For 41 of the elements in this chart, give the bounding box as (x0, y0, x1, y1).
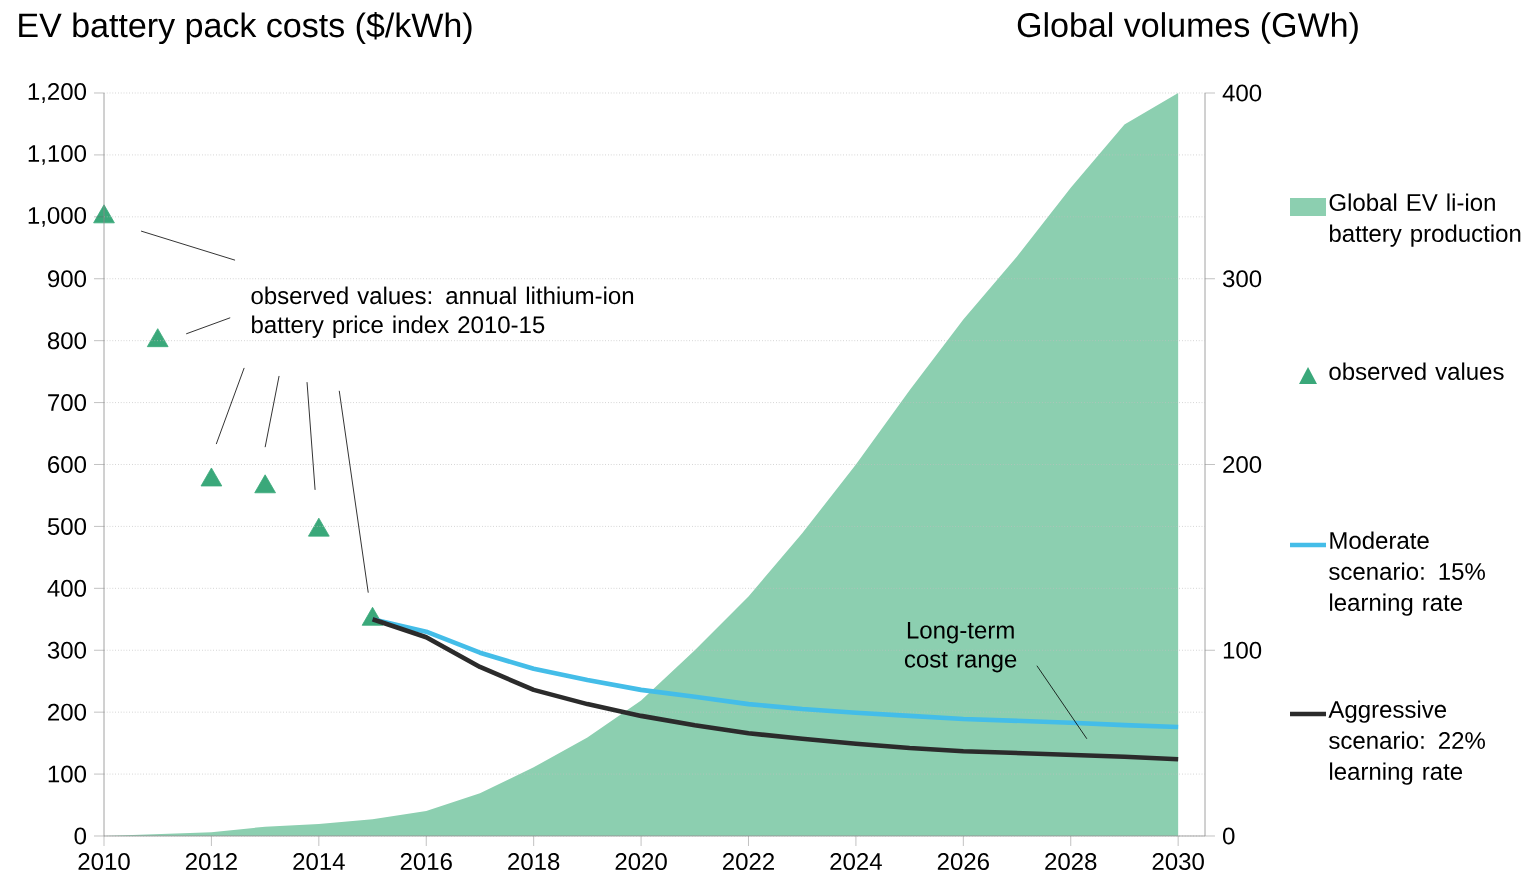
y-tick-label: 100 (48, 765, 87, 783)
legend-label: Aggressive scenario: 22% learning rate (1328, 700, 1485, 785)
y-tick-label: 200 (48, 703, 87, 721)
y-tick-label: 800 (47, 332, 87, 350)
x-tick-label: 2012 (185, 853, 237, 871)
y-tick-label: 1,200 (28, 83, 87, 103)
y2-tick-label: 200 (1223, 456, 1262, 473)
point (308, 517, 330, 537)
x-tick-label: 2016 (400, 853, 452, 871)
x-tick-label: 2026 (937, 853, 989, 871)
y-tick-label: 300 (47, 641, 87, 659)
point (254, 474, 276, 494)
x-tick-label: 2014 (293, 853, 345, 871)
y-tick-label: 1,100 (28, 145, 87, 165)
x-tick-label: 2028 (1045, 853, 1097, 871)
point (200, 467, 223, 487)
point (146, 328, 169, 348)
y-tick-label: 0 (74, 827, 87, 845)
y2-tick-label: 100 (1223, 641, 1262, 659)
x-tick-label: 2030 (1152, 853, 1204, 871)
y-tick-label: 1,000 (28, 206, 87, 227)
annotation: Long-term cost range (904, 621, 1017, 673)
annotation: observed values: annual lithium-ion battery price index 2010-15 (251, 286, 634, 338)
legend-label: Global EV li-ion battery production (1329, 193, 1521, 247)
x-tick-label: 2018 (508, 853, 560, 871)
y2-tick-label: 0 (1223, 827, 1235, 845)
y-tick-label: 900 (48, 270, 87, 288)
y2-axis-title: Global volumes (GWh) (1017, 12, 1358, 44)
y2-tick-label: 300 (1222, 270, 1262, 288)
x-tick-label: 2024 (830, 853, 882, 871)
legend-label: observed values (1329, 362, 1504, 381)
y-tick-label: 600 (48, 456, 87, 473)
legend-label: Moderate scenario: 15% learning rate (1329, 531, 1485, 616)
x-tick-label: 2020 (615, 853, 667, 871)
y-tick-label: 400 (47, 579, 87, 597)
y2-tick-label: 400 (1222, 84, 1262, 102)
x-tick-label: 2022 (722, 853, 774, 871)
y-axis-title: EV battery pack costs ($/kWh) (19, 11, 472, 45)
y-tick-label: 700 (48, 394, 87, 412)
y-tick-label: 500 (47, 517, 87, 535)
x-tick-label: 2010 (78, 853, 130, 871)
